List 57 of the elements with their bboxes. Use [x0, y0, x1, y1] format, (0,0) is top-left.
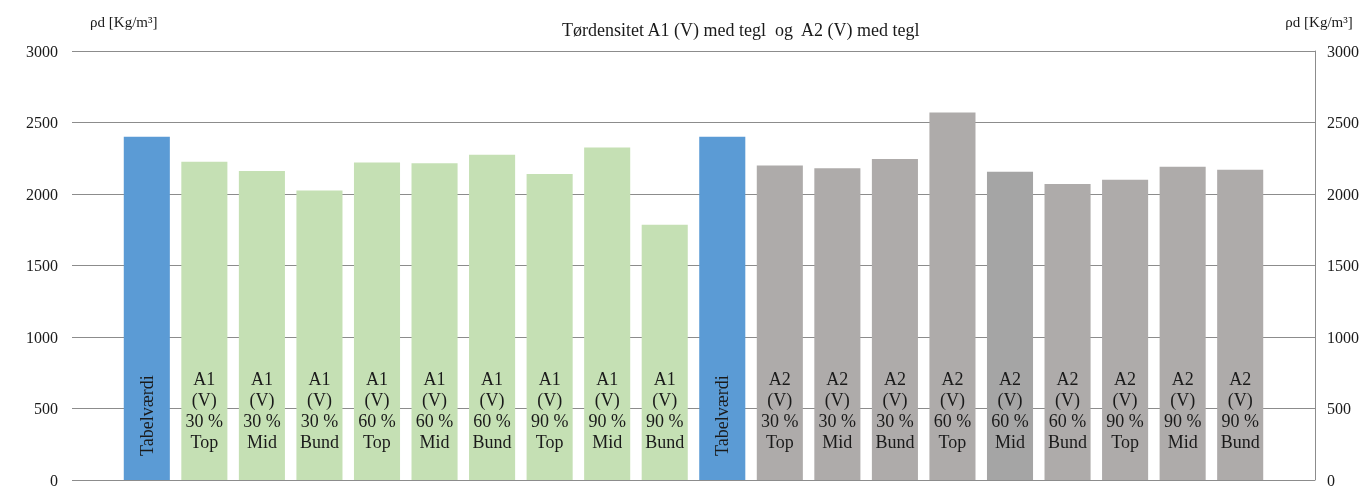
bar — [181, 161, 228, 480]
y-tick-label: 0 — [50, 471, 58, 489]
x-tick-label: A2 (V) 90 % Bund — [1220, 368, 1260, 452]
y2-tick-label: 500 — [1327, 400, 1351, 417]
bar — [1044, 183, 1091, 480]
bar — [238, 171, 285, 480]
bar — [584, 147, 631, 480]
x-tick-label: A1 (V) 90 % Top — [530, 368, 569, 452]
y-axis-title: ρd [Kg/m³] — [90, 13, 158, 30]
y2-axis-title: ρd [Kg/m³] — [1285, 13, 1353, 30]
x-tick-label: Tabelværdi — [712, 375, 733, 456]
y2-tick-label: 2000 — [1327, 185, 1359, 203]
bar — [296, 190, 343, 480]
y-tick-label: 1000 — [26, 328, 58, 346]
bar — [1217, 169, 1264, 480]
y2-tick-label: 0 — [1327, 471, 1335, 489]
x-tick-label: A1 (V) 30 % Bund — [299, 368, 339, 452]
x-tick-label: A1 (V) 30 % Mid — [243, 368, 281, 452]
y-tick-label: 500 — [34, 400, 58, 417]
x-tick-label: A1 (V) 90 % Mid — [588, 368, 626, 452]
bar — [1102, 179, 1149, 480]
x-tick-label: A2 (V) 60 % Top — [933, 368, 972, 452]
x-tick-label: A1 (V) 30 % Top — [185, 368, 224, 452]
x-tick-label: A1 (V) 60 % Mid — [415, 368, 454, 452]
y2-tick-label: 3000 — [1327, 42, 1359, 60]
bar — [756, 165, 803, 480]
x-tick-label: A2 (V) 30 % Top — [761, 368, 799, 452]
bar — [353, 162, 401, 480]
bar — [814, 168, 861, 480]
y2-tick-label: 2500 — [1327, 114, 1359, 131]
x-tick-label: A1 (V) 60 % Top — [358, 368, 396, 452]
bar — [871, 158, 918, 480]
y-tick-label: 2500 — [26, 114, 58, 131]
bar — [123, 136, 170, 480]
y-tick-label: 1500 — [26, 257, 58, 274]
y-tick-label: 3000 — [26, 42, 58, 60]
y2-tick-label: 1500 — [1327, 257, 1359, 274]
bar — [526, 173, 573, 480]
chart-title: Tørdensitet A1 (V) med tegl og A2 (V) med tegl — [562, 20, 920, 41]
x-tick-label: A2 (V) 30 % Bund — [875, 368, 915, 452]
x-tick-label: A2 (V) 60 % Mid — [991, 368, 1029, 452]
bar — [986, 171, 1034, 480]
bar — [411, 163, 458, 480]
x-tick-label: A1 (V) 60 % Bund — [472, 368, 512, 452]
x-tick-label: A2 (V) 90 % Mid — [1163, 368, 1202, 452]
x-tick-label: Tabelværdi — [136, 375, 157, 456]
x-tick-label: A2 (V) 60 % Bund — [1048, 368, 1088, 452]
x-tick-label: A2 (V) 90 % Top — [1106, 368, 1144, 452]
bar — [1159, 166, 1206, 480]
y2-tick-label: 1000 — [1327, 328, 1359, 346]
y-tick-label: 2000 — [26, 185, 58, 203]
x-tick-label: A2 (V) 30 % Mid — [818, 368, 857, 452]
bar — [699, 136, 746, 480]
bar — [929, 112, 976, 480]
bar — [641, 224, 688, 480]
x-tick-label: A1 (V) 90 % Bund — [645, 368, 685, 452]
bar — [469, 154, 516, 480]
